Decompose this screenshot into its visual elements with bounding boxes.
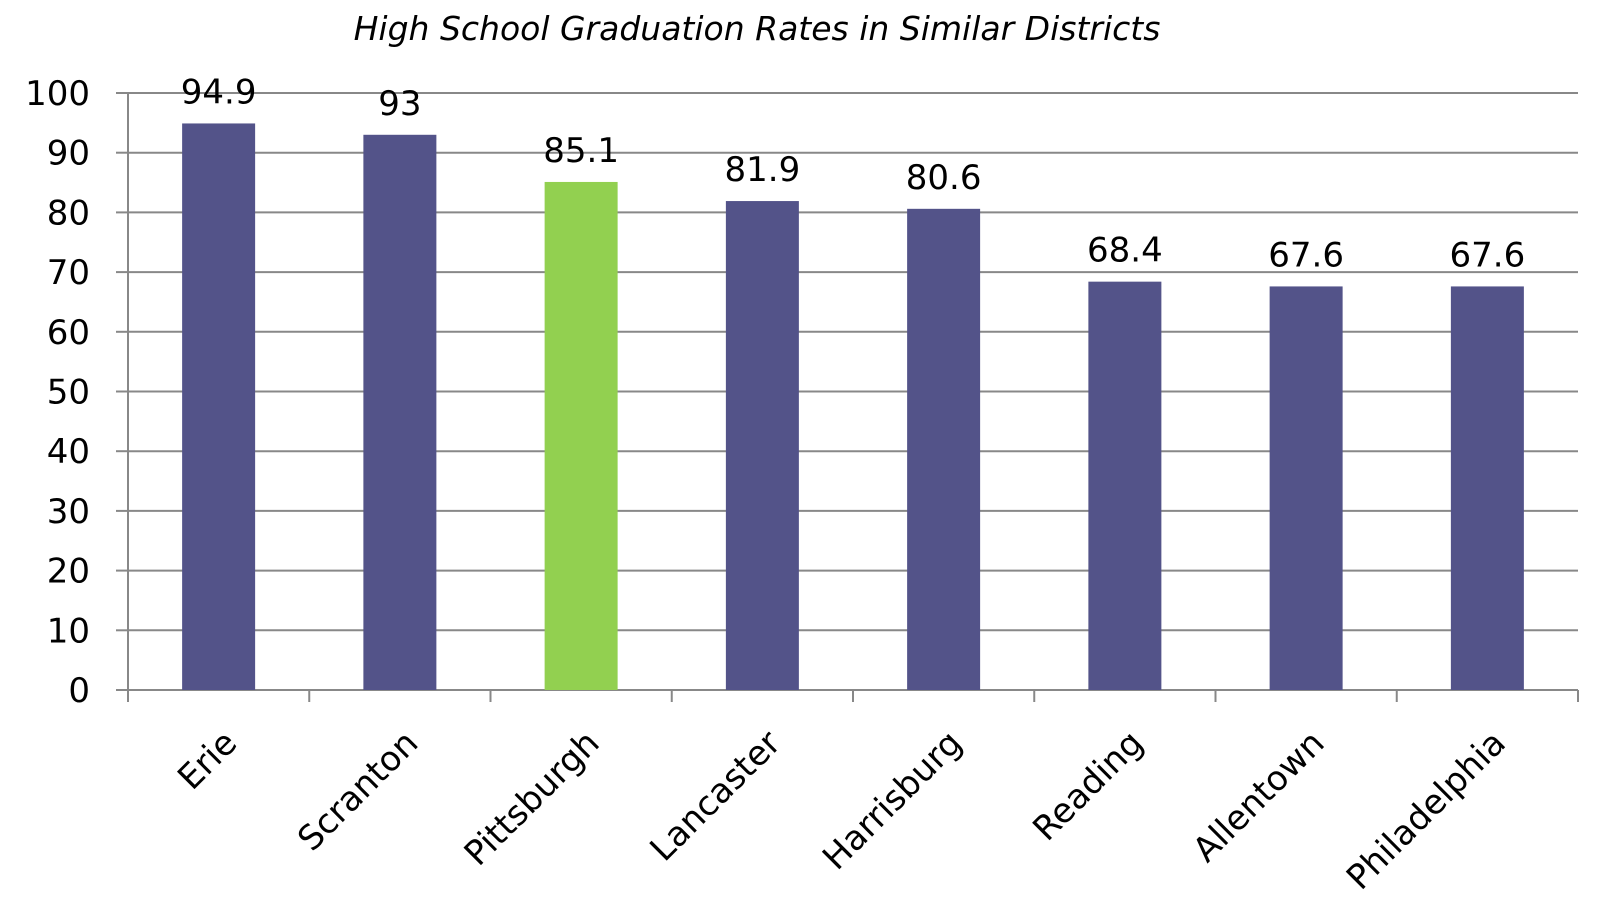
y-tick-label: 70 — [47, 253, 90, 293]
value-label: 93 — [378, 84, 421, 124]
x-tick-label: Harrisburg — [815, 723, 970, 878]
y-tick-label: 10 — [47, 611, 90, 651]
y-tick-label: 0 — [68, 671, 90, 711]
x-tick-label: Erie — [170, 723, 245, 798]
bar — [1269, 286, 1343, 690]
value-label: 67.6 — [1450, 235, 1526, 275]
y-tick-label: 20 — [47, 552, 90, 592]
x-tick-label: Reading — [1025, 723, 1151, 849]
value-label: 94.9 — [181, 72, 257, 112]
bar — [1088, 281, 1162, 690]
bar — [544, 181, 618, 690]
y-tick-label: 100 — [25, 74, 90, 114]
y-tick-label: 30 — [47, 492, 90, 532]
y-tick-label: 50 — [47, 373, 90, 413]
value-label: 81.9 — [725, 150, 801, 190]
x-tick-label: Pittsburgh — [457, 723, 608, 874]
x-tick-label: Lancaster — [643, 723, 789, 869]
value-label: 80.6 — [906, 158, 982, 198]
bar — [725, 201, 799, 690]
x-tick-label: Philadelphia — [1339, 723, 1514, 898]
y-tick-label: 40 — [47, 432, 90, 472]
y-tick-label: 60 — [47, 313, 90, 353]
y-tick-label: 80 — [47, 193, 90, 233]
bar — [363, 134, 437, 691]
value-label: 67.6 — [1268, 235, 1344, 275]
y-tick-label: 90 — [47, 134, 90, 174]
bar — [907, 208, 981, 690]
x-tick-label: Scranton — [290, 723, 426, 859]
value-label: 68.4 — [1087, 231, 1163, 271]
bar — [1450, 286, 1524, 690]
value-label: 85.1 — [543, 131, 619, 171]
bar — [182, 123, 256, 690]
chart-title: High School Graduation Rates in Similar … — [354, 9, 1161, 48]
x-tick-label: Allentown — [1185, 723, 1332, 870]
